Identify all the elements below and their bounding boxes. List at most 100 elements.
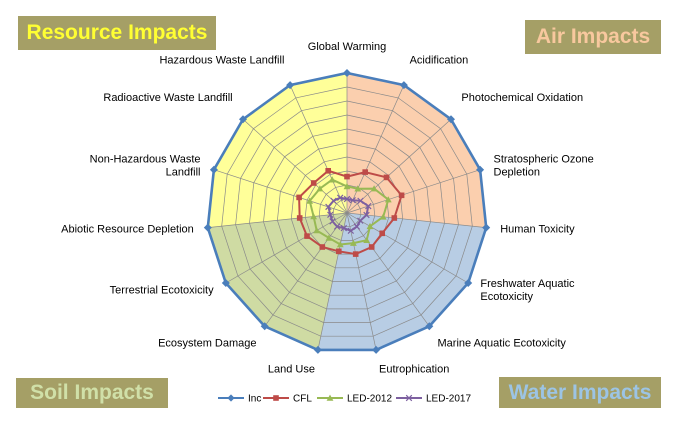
legend-item-cfl: CFL <box>263 394 312 405</box>
point-cfl-abiotic-resource-depletion <box>296 215 303 221</box>
point-inc-acidification <box>399 81 408 90</box>
series-line-led-2012 <box>308 178 390 246</box>
point-led-2012-acidification <box>354 185 362 192</box>
series-led-2012 <box>306 176 392 248</box>
axis-label-global-warming: Global Warming <box>308 41 386 53</box>
grid-ring <box>249 114 445 310</box>
grid-spoke <box>289 84 348 214</box>
point-inc-eutrophication <box>372 345 381 354</box>
axis-label-photochemical-oxidation: Photochemical Oxidation <box>461 92 583 104</box>
grid-ring <box>235 100 459 323</box>
axis-label-hazardous-waste-landfill: Hazardous Waste Landfill <box>159 54 284 66</box>
point-inc-terrestrial-ecotoxicity <box>221 279 230 287</box>
point-led-2012-non-hazardous-waste-landfill <box>306 197 314 204</box>
grid-spoke <box>346 212 377 350</box>
grid-spoke <box>317 212 348 350</box>
axis-label-eutrophication: Eutrophication <box>379 364 449 376</box>
point-cfl-eutrophication <box>352 251 359 257</box>
grid-spoke <box>346 212 487 228</box>
point-inc-global-warming <box>343 69 351 77</box>
legend: Inc CFL LED-2012 LED-2017 <box>218 394 471 405</box>
axis-label-human-toxicity: Human Toxicity <box>500 224 575 236</box>
point-led-2012-human-toxicity <box>379 213 387 220</box>
point-led-2017-radioactive-waste-landfill <box>330 197 337 205</box>
legend-label: LED-2017 <box>426 394 471 405</box>
resource-impacts-label: Resource Impacts <box>18 16 216 50</box>
point-led-2017-ecosystem-damage <box>333 223 341 230</box>
point-led-2012-hazardous-waste-landfill <box>328 176 336 183</box>
grid-ring <box>221 86 473 337</box>
series-inc <box>203 69 491 354</box>
axis-labels: Global Warming Acidification Photochemical… <box>61 41 594 376</box>
water-sector <box>317 213 487 350</box>
point-led-2017-terrestrial-ecotoxicity <box>329 218 336 225</box>
legend-label: LED-2012 <box>347 394 392 405</box>
point-cfl-land-use <box>336 248 342 255</box>
grid-spoke <box>346 119 452 214</box>
grid-ring <box>277 142 417 282</box>
point-inc-abiotic-resource-depletion <box>203 223 212 232</box>
axis-label-freshwater-aquatic-ecotoxicity: Freshwater Aquatic Ecotoxicity <box>480 278 575 303</box>
point-inc-freshwater-aquatic-ecotoxicity <box>464 279 473 287</box>
point-led-2017-global-warming <box>343 195 351 203</box>
legend-label: Inc <box>248 394 261 405</box>
air-impacts-label: Air Impacts <box>525 20 661 54</box>
point-cfl-acidification <box>362 169 368 175</box>
series-layer <box>203 69 491 354</box>
point-cfl-non-hazardous-waste-landfill <box>296 194 302 201</box>
water-impacts-label: Water Impacts <box>499 377 661 408</box>
grid-ring <box>332 198 362 228</box>
point-cfl-human-toxicity <box>391 215 398 221</box>
axis-label-non-hazardous-waste-landfill: Non-Hazardous Waste Landfill <box>90 153 201 178</box>
point-led-2012-abiotic-resource-depletion <box>310 213 317 220</box>
point-led-2012-terrestrial-ecotoxicity <box>313 227 321 234</box>
grid-spoke <box>346 212 430 327</box>
point-cfl-hazardous-waste-landfill <box>325 168 331 174</box>
grid-spoke <box>213 169 348 214</box>
axis-label-stratospheric-ozone-depletion: Stratospheric Ozone Depletion <box>494 153 594 178</box>
point-cfl-global-warming <box>344 173 350 180</box>
point-led-2017-photochemical-oxidation <box>357 197 364 205</box>
point-cfl-freshwater-aquatic-ecotoxicity <box>379 230 385 237</box>
grid-ring <box>304 170 390 255</box>
series-line-inc <box>206 71 488 352</box>
point-led-2017-freshwater-aquatic-ecotoxicity <box>357 217 364 224</box>
point-led-2012-photochemical-oxidation <box>370 185 378 192</box>
point-led-2017-non-hazardous-waste-landfill <box>325 203 332 211</box>
soil-impacts-label: Soil Impacts <box>16 378 168 408</box>
axis-label-abiotic-resource-depletion: Abiotic Resource Depletion <box>61 224 194 236</box>
axis-label-radioactive-waste-landfill: Radioactive Waste Landfill <box>103 92 232 104</box>
axis-label-acidification: Acidification <box>410 54 469 66</box>
legend-item-led-2012: LED-2012 <box>317 394 392 405</box>
point-led-2017-acidification <box>349 196 356 204</box>
point-led-2017-human-toxicity <box>363 211 370 219</box>
point-led-2017-stratospheric-ozone-depletion <box>365 202 372 210</box>
point-inc-hazardous-waste-landfill <box>286 81 295 90</box>
point-inc-ecosystem-damage <box>260 322 269 331</box>
grid-spoke <box>346 84 405 214</box>
grid-ring <box>318 184 376 241</box>
point-led-2012-land-use <box>336 241 344 248</box>
point-inc-land-use <box>313 345 322 354</box>
point-led-2017-eutrophication <box>347 227 355 235</box>
point-inc-non-hazardous-waste-landfill <box>209 165 218 174</box>
point-led-2012-freshwater-aquatic-ecotoxicity <box>366 222 374 230</box>
grid-ring <box>263 128 431 296</box>
point-led-2012-eutrophication <box>350 239 357 246</box>
point-led-2017-hazardous-waste-landfill <box>336 194 344 201</box>
series-cfl <box>296 168 405 257</box>
point-cfl-stratospheric-ozone-depletion <box>398 192 405 199</box>
axis-label-terrestrial-ecotoxicity: Terrestrial Ecotoxicity <box>110 285 214 297</box>
point-led-2012-marine-aquatic-ecotoxicity <box>363 236 371 243</box>
grid-spoke <box>264 212 348 327</box>
point-led-2017-abiotic-resource-depletion <box>327 211 334 219</box>
legend-item-inc: Inc <box>218 394 261 405</box>
radar-grid <box>207 72 487 351</box>
grid-spoke <box>346 212 469 284</box>
point-cfl-radioactive-waste-landfill <box>310 180 317 186</box>
point-cfl-terrestrial-ecotoxicity <box>304 233 310 239</box>
point-led-2017-marine-aquatic-ecotoxicity <box>353 223 361 230</box>
point-inc-human-toxicity <box>482 223 491 232</box>
